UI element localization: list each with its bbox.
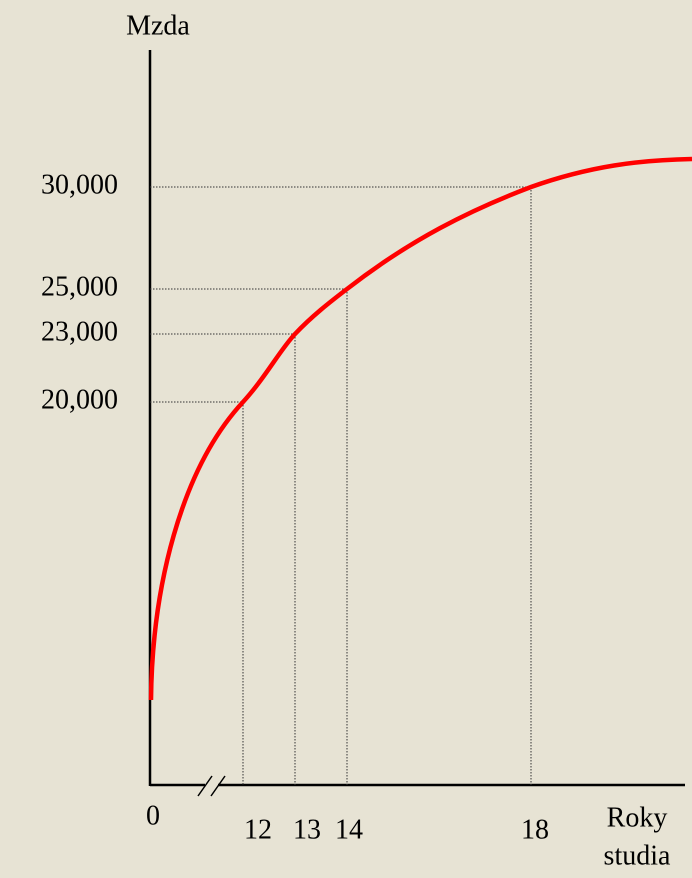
x-tick-label: 18 — [521, 814, 549, 845]
x-axis-label: Roky — [607, 802, 668, 833]
y-tick-label: 30,000 — [41, 169, 118, 200]
axis-break — [210, 775, 226, 797]
axis-break — [197, 775, 213, 797]
x-tick-label: 12 — [244, 814, 272, 845]
y-tick-label: 23,000 — [41, 316, 118, 347]
y-tick-label: 20,000 — [41, 384, 118, 415]
x-axis-label: studia — [604, 840, 671, 871]
y-axis-label: Mzda — [126, 10, 190, 41]
wage-curve — [148, 156, 692, 701]
x-tick-label: 13 — [293, 814, 321, 845]
y-tick-label: 25,000 — [41, 271, 118, 302]
x-tick-label: 14 — [335, 814, 363, 845]
origin-label: 0 — [146, 800, 160, 831]
